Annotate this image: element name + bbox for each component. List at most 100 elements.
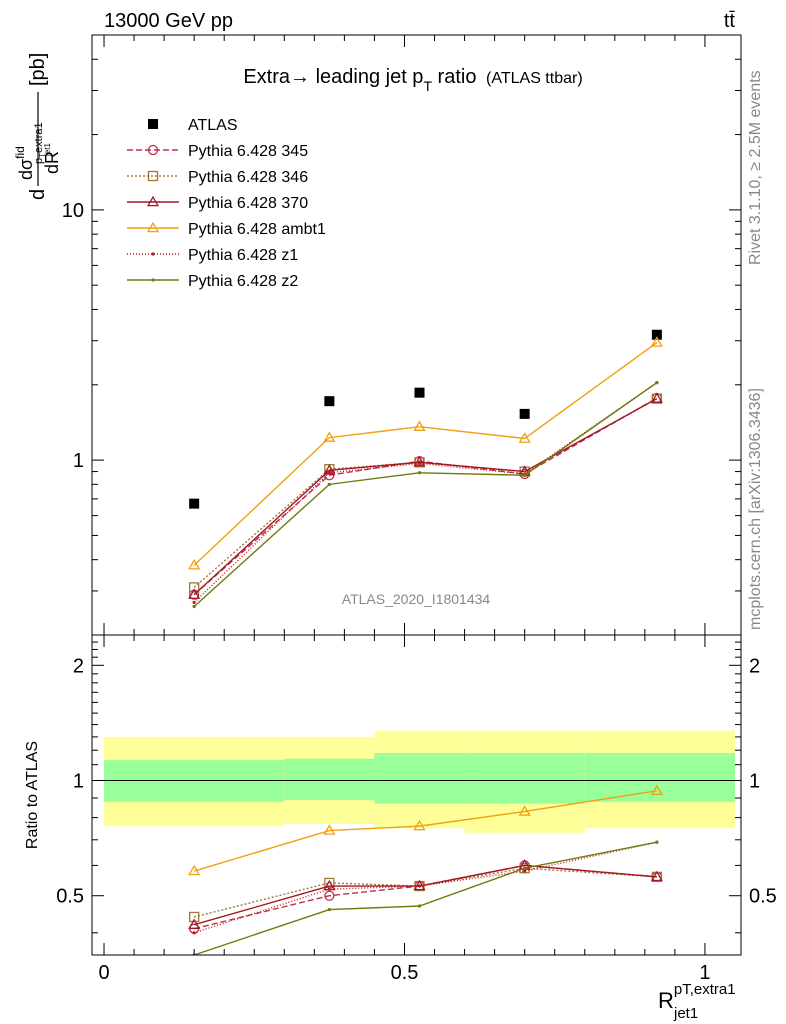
band-inner-2: [374, 753, 465, 804]
data-point-pythia-6-428-ambt1-2: [413, 819, 426, 831]
data-point-pythia-6-428-z1-0: [192, 931, 196, 935]
legend-marker: [148, 119, 158, 129]
ratio-y-tick-label-left: 2: [73, 655, 84, 677]
data-point-pythia-6-428-346-0: [189, 582, 200, 593]
data-point-pythia-6-428-370-4: [650, 392, 663, 403]
ylabel-sub-extra: extra1: [33, 122, 45, 153]
series-pythia-6-428-345: [189, 392, 663, 600]
series-line-pythia-6-428-345: [193, 397, 658, 596]
ylabel-sigma: dσ: [16, 159, 36, 180]
legend-marker: [146, 195, 160, 207]
mcplots-label: mcplots.cern.ch [arXiv:1306.3436]: [747, 388, 764, 630]
data-point-pythia-6-428-z2-0: [192, 604, 196, 609]
ratio-series-layer: [188, 784, 663, 955]
ratio-panel: 0.5 0.5 1 1 2 2 0 0.5 1 Ratio to ATLAS RpT,extra…: [24, 634, 777, 1022]
legend-marker: [147, 144, 159, 156]
data-point-atlas-0: [189, 498, 200, 509]
series-line-pythia-6-428-370: [193, 864, 657, 926]
header-right: tt̄: [724, 10, 736, 32]
series-pythia-6-428-346: [189, 393, 663, 593]
data-point-pythia-6-428-ambt1-2: [413, 420, 426, 431]
series-line-pythia-6-428-ambt1: [193, 790, 657, 872]
ratio-y-tick-label-left: 1: [73, 771, 84, 793]
main-y-tick-label: 10: [62, 200, 84, 222]
ylabel-sigma-sup: fid: [13, 146, 27, 159]
xlabel-sup: pT,extra1: [674, 981, 736, 998]
series-line-pythia-6-428-z2: [193, 382, 658, 608]
data-point-atlas-1: [324, 396, 335, 407]
series-line-pythia-6-428-346: [193, 867, 657, 918]
series-pythia-6-428-ambt1: [188, 784, 663, 876]
svg-text:d: d: [27, 189, 49, 200]
legend: ATLAS Pythia 6.428 345 Pythia 6.428 346 Pyt…: [127, 117, 326, 290]
band-inner-3: [464, 753, 585, 804]
ylabel-d: d: [27, 189, 49, 200]
legend-label: Pythia 6.428 370: [188, 195, 308, 212]
ylabel-dR: dR: [42, 151, 62, 174]
series-pythia-6-428-370: [188, 392, 663, 599]
data-point-pythia-6-428-ambt1-1: [323, 824, 336, 835]
main-title-small: (ATLAS ttbar): [486, 70, 583, 87]
data-point-atlas-3: [519, 408, 530, 419]
band-inner-4: [584, 753, 735, 802]
legend-label: ATLAS: [188, 117, 238, 134]
data-point-pythia-6-428-ambt1-0: [188, 559, 201, 570]
data-point-pythia-6-428-z2-2: [417, 471, 422, 475]
main-title: Extra→ leading jet pT ratio (ATLAS ttbar…: [243, 66, 582, 94]
ratio-y-tick-label-right: 1: [749, 771, 760, 793]
main-title-sub: T: [423, 78, 432, 94]
data-point-pythia-6-428-ambt1-3: [518, 805, 531, 816]
data-point-pythia-6-428-370-2: [413, 456, 426, 467]
ratio-x-tick-label: 0.5: [391, 962, 419, 984]
legend-marker: [151, 278, 155, 282]
data-point-pythia-6-428-z1-2: [417, 461, 422, 466]
data-point-pythia-6-428-z1-1: [327, 887, 331, 891]
legend-entry-pythia-6-428-346: Pythia 6.428 346: [127, 169, 308, 186]
series-pythia-6-428-370: [188, 859, 663, 929]
ratio-uncertainty-bands: [104, 730, 735, 833]
data-point-atlas-2: [414, 387, 425, 398]
rivet-version-label: Rivet 3.1.10, ≥ 2.5M events: [747, 70, 764, 265]
data-point-pythia-6-428-z2-4: [655, 840, 659, 844]
main-y-ticks: 1 10: [62, 34, 741, 636]
ratio-frame: [91, 634, 742, 956]
legend-label: Pythia 6.428 z1: [188, 247, 298, 264]
series-line-pythia-6-428-345: [193, 864, 657, 930]
band-inner-1: [284, 758, 375, 800]
data-point-pythia-6-428-370-0: [188, 918, 201, 929]
data-point-pythia-6-428-345-1: [324, 890, 335, 901]
data-point-pythia-6-428-370-4: [650, 870, 663, 882]
legend-entry-pythia-6-428-z1: Pythia 6.428 z1: [127, 247, 298, 264]
data-point-pythia-6-428-370-0: [188, 588, 201, 599]
main-title-tail: ratio: [432, 66, 476, 88]
header-left: 13000 GeV pp: [104, 10, 233, 32]
data-point-pythia-6-428-ambt1-4: [650, 784, 663, 796]
xlabel-sub: jet1: [673, 1005, 698, 1022]
ylabel-unit: [pb]: [27, 53, 49, 86]
svg-text:dσfid: dσfid: [13, 146, 36, 180]
ratio-y-tick-label-right: 0.5: [749, 886, 777, 908]
svg-text:[pb]: [pb]: [27, 53, 49, 86]
main-title-text: Extra→ leading jet p: [243, 66, 423, 88]
analysis-watermark: ATLAS_2020_I1801434: [342, 591, 491, 607]
data-point-pythia-6-428-z1-2: [417, 884, 422, 888]
legend-label: Pythia 6.428 345: [188, 143, 308, 160]
ratio-y-tick-label-right: 2: [749, 655, 760, 677]
legend-entry-pythia-6-428-ambt1: Pythia 6.428 ambt1: [127, 221, 326, 238]
ratio-y-axis-label: Ratio to ATLAS: [24, 741, 41, 849]
ratio-x-axis-label: RpT,extra1: [658, 981, 736, 1013]
data-point-pythia-6-428-z2-1: [327, 482, 331, 486]
legend-marker: [147, 170, 159, 182]
data-point-pythia-6-428-ambt1-4: [650, 336, 663, 347]
ratio-x-tick-label: 0: [98, 962, 109, 984]
series-pythia-6-428-z2: [192, 840, 659, 955]
series-line-pythia-6-428-z1: [193, 382, 658, 603]
series-line-pythia-6-428-z2: [193, 841, 658, 955]
series-line-pythia-6-428-ambt1: [193, 341, 658, 566]
data-point-pythia-6-428-z2-2: [417, 904, 422, 908]
main-panel: 110 Extra→ leading jet pT ratio (ATLAS t…: [13, 34, 742, 636]
data-point-pythia-6-428-z2-1: [327, 907, 331, 912]
ylabel-sub-p: p: [33, 158, 45, 164]
svg-text:dR: dR: [42, 151, 62, 174]
